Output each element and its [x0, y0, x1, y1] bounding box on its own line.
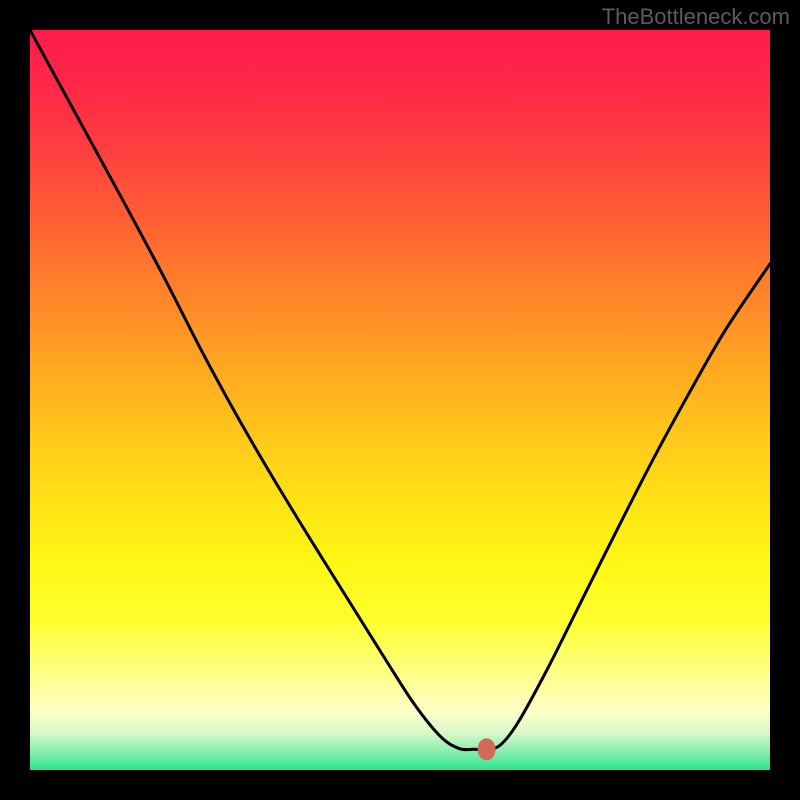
- chart-container: TheBottleneck.com: [0, 0, 800, 800]
- bottleneck-curve: [30, 30, 770, 750]
- plot-area: [30, 30, 770, 770]
- valley-marker: [478, 738, 496, 760]
- attribution-text: TheBottleneck.com: [602, 4, 790, 30]
- curve-layer: [30, 30, 770, 770]
